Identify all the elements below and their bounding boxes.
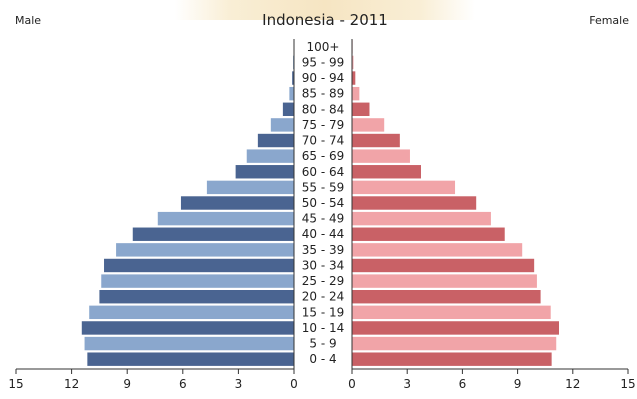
- age-label-17: 15 - 19: [302, 305, 345, 319]
- female-bar-15: [352, 274, 537, 288]
- male-tick-label-3: 6: [179, 377, 187, 391]
- female-bar-13: [352, 243, 523, 257]
- female-tick-label-3: 6: [459, 377, 467, 391]
- male-tick-label-2: 9: [123, 377, 131, 391]
- age-label-6: 70 - 74: [302, 134, 345, 148]
- male-tick-label-0: 15: [8, 377, 23, 391]
- chart-title: Indonesia - 2011: [262, 11, 388, 29]
- age-label-13: 35 - 39: [302, 243, 345, 257]
- age-label-14: 30 - 34: [302, 258, 345, 272]
- age-label-8: 60 - 64: [302, 165, 345, 179]
- age-label-5: 75 - 79: [302, 118, 345, 132]
- female-bar-8: [352, 165, 421, 179]
- male-bar-13: [116, 243, 294, 257]
- female-bar-12: [352, 227, 505, 241]
- male-bar-11: [157, 211, 294, 226]
- age-label-20: 0 - 4: [309, 352, 336, 366]
- male-bar-8: [235, 165, 294, 179]
- female-label: Female: [589, 14, 629, 27]
- male-bar-4: [282, 102, 294, 116]
- male-bar-20: [87, 352, 294, 366]
- female-bar-4: [352, 102, 370, 116]
- female-bar-20: [352, 352, 552, 366]
- age-label-16: 20 - 24: [302, 290, 345, 304]
- female-bar-17: [352, 305, 551, 320]
- bars-group: [81, 40, 559, 366]
- female-bar-11: [352, 211, 491, 226]
- age-label-4: 80 - 84: [302, 102, 345, 116]
- female-tick-label-1: 12: [565, 377, 580, 391]
- female-bar-6: [352, 133, 400, 148]
- female-tick-label-4: 3: [403, 377, 411, 391]
- age-label-19: 5 - 9: [309, 337, 336, 351]
- male-bar-5: [270, 118, 294, 132]
- female-bar-5: [352, 118, 385, 132]
- male-tick-label-1: 12: [64, 377, 79, 391]
- female-bar-19: [352, 336, 557, 351]
- age-label-15: 25 - 29: [302, 274, 345, 288]
- female-bar-18: [352, 321, 559, 335]
- male-label: Male: [15, 14, 41, 27]
- female-bar-14: [352, 258, 535, 273]
- age-label-11: 45 - 49: [302, 212, 345, 226]
- female-bar-10: [352, 196, 477, 210]
- age-label-18: 10 - 14: [302, 321, 345, 335]
- female-bar-2: [352, 71, 356, 85]
- female-bar-7: [352, 149, 410, 163]
- male-bar-7: [246, 149, 294, 163]
- age-label-0: 100+: [307, 40, 340, 54]
- male-bar-10: [180, 196, 294, 210]
- age-label-9: 55 - 59: [302, 180, 345, 194]
- age-label-1: 95 - 99: [302, 55, 345, 69]
- male-bar-15: [101, 274, 294, 288]
- male-bar-18: [81, 321, 294, 335]
- male-tick-label-4: 3: [235, 377, 243, 391]
- female-tick-label-0: 15: [620, 377, 635, 391]
- male-tick-label-5: 0: [290, 377, 298, 391]
- axes-group: 15 15 12 12 9 9 6 6 3 3 0 0: [8, 39, 636, 391]
- female-tick-label-5: 0: [348, 377, 356, 391]
- male-bar-9: [206, 180, 294, 195]
- female-bar-16: [352, 290, 541, 304]
- female-bar-9: [352, 180, 456, 195]
- age-label-2: 90 - 94: [302, 71, 345, 85]
- male-bar-3: [289, 86, 294, 101]
- age-label-12: 40 - 44: [302, 227, 345, 241]
- age-label-3: 85 - 89: [302, 87, 345, 101]
- female-tick-label-2: 9: [514, 377, 522, 391]
- male-bar-16: [99, 290, 295, 304]
- female-bar-1: [352, 55, 354, 70]
- background-watermark: [175, 0, 475, 20]
- age-label-10: 50 - 54: [302, 196, 345, 210]
- male-bar-12: [132, 227, 294, 241]
- female-bar-3: [352, 86, 360, 101]
- male-bar-19: [84, 336, 294, 351]
- age-label-7: 65 - 69: [302, 149, 345, 163]
- male-bar-17: [89, 305, 295, 320]
- male-bar-6: [257, 133, 294, 148]
- male-bar-2: [292, 71, 294, 85]
- male-bar-14: [104, 258, 294, 273]
